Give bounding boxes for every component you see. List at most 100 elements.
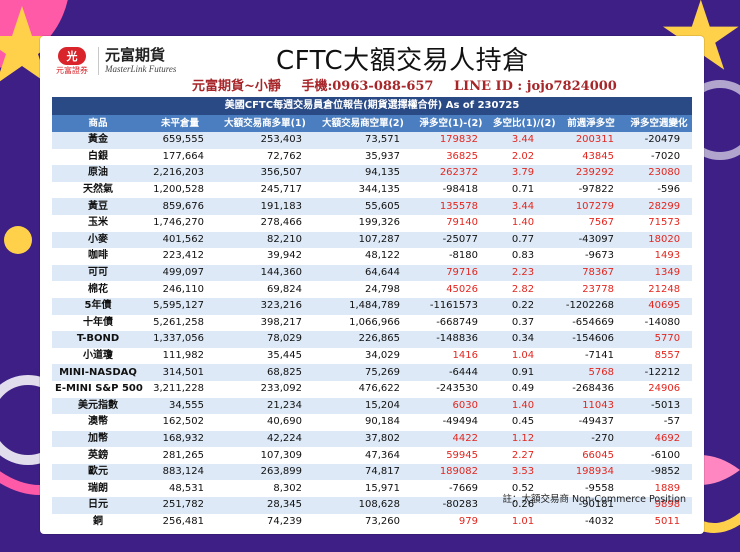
large-long: 35,445 — [216, 347, 314, 365]
net-position: -148836 — [412, 331, 490, 348]
brand-badge: 光 — [58, 46, 86, 65]
table-caption: 美國CFTC每週交易員倉位報告(期貨選擇權合併) As of 230725 — [52, 97, 693, 115]
net-change: 23080 — [626, 165, 693, 182]
table-row: 白銀 177,664 72,762 35,937 36825 2.02 43845 -7020 — [52, 148, 693, 166]
prev-net-position: 11043 — [556, 397, 626, 415]
net-position: 135578 — [412, 198, 490, 215]
large-long: 8,302 — [216, 480, 314, 498]
brand-sub-label: 元富證券 — [56, 65, 88, 75]
large-short: 37,802 — [314, 430, 412, 448]
net-change: 24906 — [626, 380, 693, 398]
net-change: -6100 — [626, 447, 693, 464]
large-long: 82,210 — [216, 231, 314, 249]
net-change: -5013 — [626, 397, 693, 415]
large-long: 278,466 — [216, 214, 314, 232]
long-short-ratio: 2.02 — [490, 148, 556, 166]
large-short: 226,865 — [314, 331, 412, 348]
prev-net-position: -43097 — [556, 231, 626, 249]
table-row: 美元指數 34,555 21,234 15,204 6030 1.40 11043 -5013 — [52, 397, 693, 415]
long-short-ratio: 0.91 — [490, 364, 556, 381]
open-interest: 281,265 — [144, 447, 216, 464]
prev-net-position: -1202268 — [556, 297, 626, 315]
net-position: -8180 — [412, 248, 490, 265]
contact-name: 元富期貨~小靜 — [192, 79, 281, 94]
open-interest: 246,110 — [144, 281, 216, 298]
table-row: 棉花 246,110 69,824 24,798 45026 2.82 23778 21248 — [52, 281, 693, 298]
prev-net-position: -268436 — [556, 380, 626, 398]
table-row: 咖啡 223,412 39,942 48,122 -8180 0.83 -9673 1493 — [52, 248, 693, 265]
table-row: E-MINI S&P 500 3,211,228 233,092 476,622 -24… — [52, 380, 693, 398]
table-row: 黃金 659,555 253,403 73,571 179832 3.44 200311 -2… — [52, 132, 693, 149]
long-short-ratio: 0.45 — [490, 414, 556, 431]
large-short: 24,798 — [314, 281, 412, 298]
prev-net-position: -154606 — [556, 331, 626, 348]
open-interest: 5,261,258 — [144, 314, 216, 332]
commodity-name: 歐元 — [52, 463, 144, 481]
net-position: 262372 — [412, 165, 490, 182]
prev-net-position: -4032 — [556, 513, 626, 531]
prev-net-position: 43845 — [556, 148, 626, 166]
net-position: -1161573 — [412, 297, 490, 315]
net-position: 79140 — [412, 214, 490, 232]
column-header: 多空比(1)/(2) — [490, 115, 556, 132]
large-short: 94,135 — [314, 165, 412, 182]
table-row: 澳幣 162,502 40,690 90,184 -49494 0.45 -49437 -57 — [52, 414, 693, 431]
column-header: 大額交易商空單(2) — [314, 115, 412, 132]
column-header: 淨多空(1)-(2) — [412, 115, 490, 132]
net-change: -12212 — [626, 364, 693, 381]
large-long: 191,183 — [216, 198, 314, 215]
commodity-name: 加幣 — [52, 430, 144, 448]
net-position: -243530 — [412, 380, 490, 398]
net-position: -80283 — [412, 497, 490, 514]
table-row: 加幣 168,932 42,224 37,802 4422 1.12 -270 4692 — [52, 430, 693, 448]
long-short-ratio: 0.49 — [490, 380, 556, 398]
large-short: 47,364 — [314, 447, 412, 464]
large-short: 108,628 — [314, 497, 412, 514]
net-change: -7020 — [626, 148, 693, 166]
large-long: 68,825 — [216, 364, 314, 381]
large-short: 48,122 — [314, 248, 412, 265]
net-position: 179832 — [412, 132, 490, 149]
net-change: -20479 — [626, 132, 693, 149]
commodity-name: 十年債 — [52, 314, 144, 332]
brand-logo-block: 光 元富證券 元富期貨 MasterLink Futures — [52, 44, 176, 78]
commodity-name: 天然氣 — [52, 181, 144, 199]
large-long: 42,224 — [216, 430, 314, 448]
open-interest: 659,555 — [144, 132, 216, 149]
prev-net-position: -97822 — [556, 181, 626, 199]
large-long: 40,690 — [216, 414, 314, 431]
table-row: 小麥 401,562 82,210 107,287 -25077 0.77 -43097 18… — [52, 231, 693, 249]
prev-net-position: -49437 — [556, 414, 626, 431]
net-position: 1416 — [412, 347, 490, 365]
table-row: 黃豆 859,676 191,183 55,605 135578 3.44 107279 28… — [52, 198, 693, 215]
commodity-name: 銅 — [52, 513, 144, 531]
large-long: 74,239 — [216, 513, 314, 531]
prev-net-position: 239292 — [556, 165, 626, 182]
commodity-name: 澳幣 — [52, 414, 144, 431]
net-change: -9852 — [626, 463, 693, 481]
large-short: 35,937 — [314, 148, 412, 166]
large-long: 69,824 — [216, 281, 314, 298]
net-change: 8557 — [626, 347, 693, 365]
net-position: 189082 — [412, 463, 490, 481]
column-header: 未平倉量 — [144, 115, 216, 132]
large-long: 144,360 — [216, 264, 314, 282]
open-interest: 1,746,270 — [144, 214, 216, 232]
large-short: 1,066,966 — [314, 314, 412, 332]
table-row: 5年債 5,595,127 323,216 1,484,789 -1161573 0.22… — [52, 297, 693, 315]
large-long: 39,942 — [216, 248, 314, 265]
column-header: 淨多空週變化 — [626, 115, 693, 132]
large-long: 245,717 — [216, 181, 314, 199]
cftc-position-table: 美國CFTC每週交易員倉位報告(期貨選擇權合併) As of 230725 商品… — [52, 97, 693, 531]
prev-net-position: -654669 — [556, 314, 626, 332]
prev-net-position: 23778 — [556, 281, 626, 298]
large-long: 28,345 — [216, 497, 314, 514]
net-position: 36825 — [412, 148, 490, 166]
net-change: 1493 — [626, 248, 693, 265]
commodity-name: 棉花 — [52, 281, 144, 298]
long-short-ratio: 0.34 — [490, 331, 556, 348]
report-card: 光 元富證券 元富期貨 MasterLink Futures CFTC大額交易人… — [40, 36, 704, 534]
column-header: 前週淨多空 — [556, 115, 626, 132]
column-header: 大額交易商多單(1) — [216, 115, 314, 132]
large-short: 73,571 — [314, 132, 412, 149]
